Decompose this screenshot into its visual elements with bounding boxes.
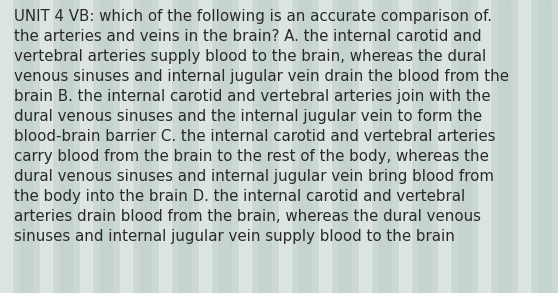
Bar (498, 0, 510, 293)
Bar (279, 0, 291, 293)
Bar (40, 0, 52, 293)
Bar (458, 0, 470, 293)
Bar (299, 0, 311, 293)
Bar (439, 0, 450, 293)
Bar (538, 0, 550, 293)
Bar (60, 0, 72, 293)
Bar (359, 0, 371, 293)
Bar (160, 0, 171, 293)
Bar (418, 0, 430, 293)
Bar (179, 0, 191, 293)
Bar (0, 0, 12, 293)
Bar (379, 0, 391, 293)
Bar (80, 0, 92, 293)
Bar (100, 0, 112, 293)
Bar (199, 0, 211, 293)
Bar (398, 0, 411, 293)
Bar (339, 0, 351, 293)
Text: UNIT 4 VB: which of the following is an accurate comparison of.
the arteries and: UNIT 4 VB: which of the following is an … (14, 9, 509, 244)
Bar (119, 0, 132, 293)
Bar (219, 0, 231, 293)
Bar (319, 0, 331, 293)
Bar (20, 0, 32, 293)
Bar (140, 0, 151, 293)
Bar (239, 0, 251, 293)
Bar (259, 0, 271, 293)
Bar (518, 0, 530, 293)
Bar (478, 0, 490, 293)
